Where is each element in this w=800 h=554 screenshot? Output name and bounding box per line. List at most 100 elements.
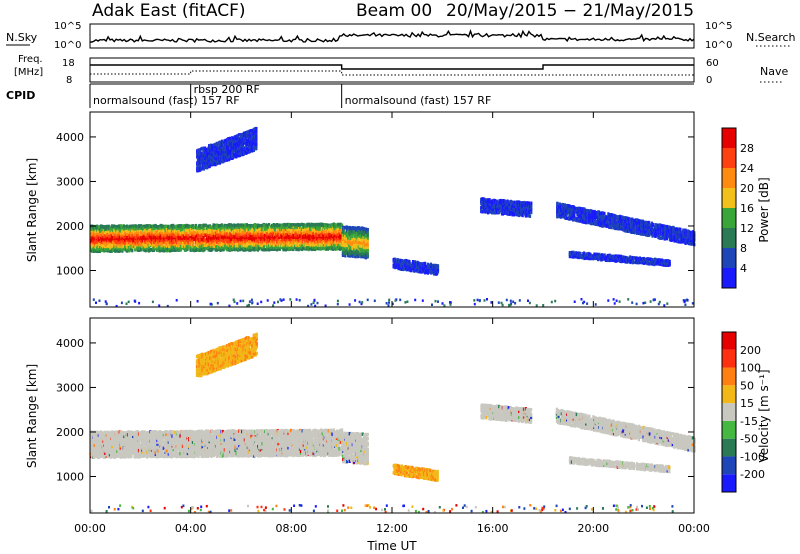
- range-gate-cell: [494, 199, 497, 203]
- range-gate-cell: [238, 223, 241, 227]
- range-gate-cell: [433, 263, 436, 268]
- nave-tick-top: 60: [706, 58, 719, 69]
- range-gate-cell: [202, 235, 205, 240]
- range-gate-cell: [222, 145, 225, 149]
- range-gate-cell: [203, 226, 206, 230]
- range-gate-cell: [224, 144, 227, 148]
- range-gate-cell: [342, 237, 345, 242]
- range-gate-cell: [278, 243, 282, 248]
- cpid-mode-label: normalsound (fast) 157 RF: [93, 94, 240, 107]
- range-gate-cell: [252, 233, 255, 238]
- range-gate-cell: [121, 233, 124, 237]
- range-gate-cell: [307, 233, 310, 237]
- range-gate-cell: [222, 232, 225, 236]
- range-gate-cell: [244, 236, 247, 240]
- range-gate-cell: [242, 240, 245, 244]
- range-gate-cell: [402, 259, 405, 264]
- range-gate-cell: [226, 245, 229, 249]
- range-gate-cell: [199, 159, 202, 163]
- range-gate-cell: [92, 247, 95, 251]
- range-gate-cell: [134, 238, 137, 242]
- range-gate-cell: [256, 246, 260, 250]
- range-gate-cell: [219, 224, 222, 228]
- range-gate-cell: [231, 150, 234, 154]
- range-gate-cell: [134, 227, 137, 231]
- range-gate-cell: [122, 227, 125, 231]
- range-gate-cell: [300, 247, 303, 252]
- range-gate-cell: [189, 232, 192, 237]
- range-gate-cell: [322, 242, 325, 247]
- range-gate-cell: [300, 239, 303, 243]
- range-gate-cell: [578, 206, 581, 210]
- range-gate-cell: [97, 225, 100, 230]
- range-gate-cell: [431, 264, 434, 268]
- range-gate-cell: [205, 163, 208, 168]
- range-gate-cell: [556, 201, 559, 206]
- range-gate-cell: [104, 225, 107, 229]
- range-gate-cell: [309, 242, 312, 247]
- range-gate-cell: [149, 224, 153, 229]
- range-gate-cell: [208, 161, 211, 166]
- range-gate-cell: [256, 237, 260, 242]
- range-gate-cell: [304, 227, 307, 231]
- range-gate-cell: [200, 167, 203, 171]
- range-gate-cell: [97, 233, 100, 237]
- range-gate-cell: [414, 266, 417, 270]
- range-gate-cell: [309, 225, 312, 229]
- freq-trace: [90, 64, 694, 70]
- range-gate-cell: [524, 212, 527, 216]
- range-gate-cell: [524, 209, 527, 214]
- range-gate-cell: [227, 241, 230, 246]
- range-gate-cell: [199, 228, 202, 232]
- range-gate-cell: [149, 242, 153, 247]
- range-gate-cell: [216, 233, 219, 237]
- range-gate-cell: [364, 227, 367, 231]
- range-gate-cell: [521, 204, 524, 209]
- range-gate-cell: [268, 244, 271, 248]
- range-gate-cell: [237, 141, 240, 146]
- range-gate-cell: [334, 247, 337, 251]
- range-gate-cell: [504, 200, 508, 204]
- range-gate-cell: [122, 224, 125, 229]
- range-gate-cell: [94, 233, 97, 237]
- range-gate-cell: [122, 247, 125, 251]
- range-gate-cell: [131, 224, 134, 228]
- range-gate-cell: [255, 229, 258, 234]
- range-gate-cell: [249, 240, 252, 244]
- range-gate-cell: [401, 267, 404, 271]
- range-gate-cell: [126, 224, 129, 228]
- range-gate-cell: [104, 236, 107, 241]
- range-gate-cell: [251, 231, 254, 236]
- range-gate-cell: [358, 246, 361, 250]
- range-gate-cell: [259, 224, 262, 228]
- range-gate-cell: [558, 210, 561, 215]
- range-gate-cell: [145, 232, 148, 237]
- range-gate-cell: [203, 238, 206, 242]
- range-gate-cell: [206, 149, 209, 154]
- range-gate-cell: [309, 231, 312, 235]
- range-gate-cell: [326, 229, 329, 233]
- range-gate-cell: [268, 235, 271, 239]
- range-gate-cell: [200, 234, 203, 238]
- range-gate-cell: [181, 236, 184, 240]
- range-gate-cell: [249, 226, 252, 230]
- range-gate-cell: [230, 244, 233, 248]
- range-gate-cell: [220, 226, 224, 230]
- range-gate-cell: [488, 204, 491, 208]
- range-gate-cell: [164, 238, 167, 242]
- range-gate-cell: [255, 137, 258, 141]
- range-gate-cell: [152, 248, 156, 252]
- range-gate-cell: [344, 247, 347, 251]
- range-gate-cell: [211, 155, 214, 160]
- range-gate-cell: [508, 200, 511, 204]
- range-gate-cell: [347, 243, 350, 248]
- range-gate-cell: [197, 165, 200, 169]
- range-gate-cell: [148, 234, 151, 239]
- range-gate-cell: [186, 244, 189, 248]
- range-gate-cell: [212, 159, 215, 163]
- range-gate-cell: [200, 244, 203, 248]
- range-gate-cell: [227, 232, 230, 236]
- range-gate-cell: [316, 233, 320, 237]
- range-gate-cell: [344, 233, 347, 237]
- range-gate-cell: [399, 262, 402, 266]
